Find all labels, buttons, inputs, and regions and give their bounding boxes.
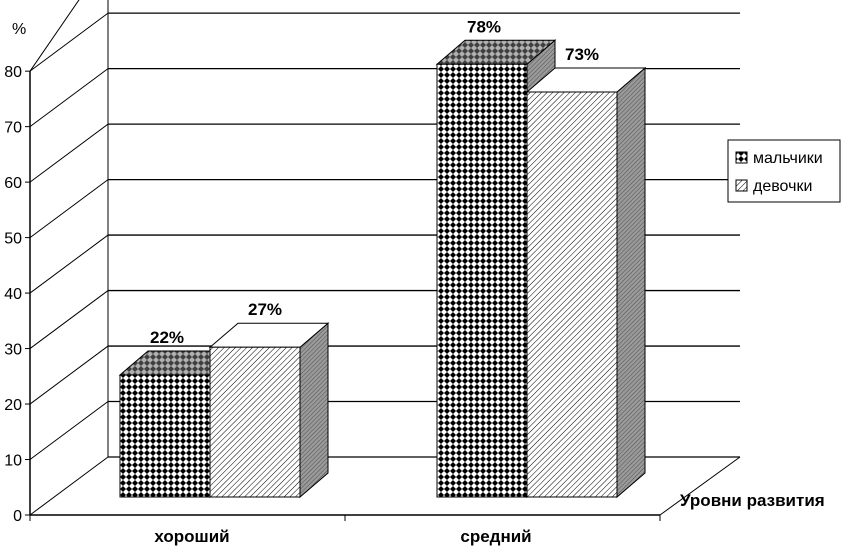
floor-right-edge [659, 456, 741, 516]
data-label-hatch-1: 27% [248, 300, 282, 319]
y-tick-label-0: 0 [13, 508, 22, 525]
data-label-checker-2: 78% [467, 17, 501, 36]
x-axis: хороший средний [29, 514, 661, 546]
bar-front-face [436, 63, 528, 498]
legend-box [727, 139, 841, 203]
bar-hatch-1 [208, 322, 330, 499]
legend-label-girls: девочки [753, 178, 812, 195]
y-tick-label-50: 50 [4, 231, 22, 248]
x-category-label-1: хороший [154, 527, 229, 546]
bar-front-face [526, 91, 618, 498]
legend-swatch-boys [735, 151, 748, 164]
data-labels: 22% 27% 78% 73% [150, 17, 599, 347]
x-category-label-2: средний [460, 527, 531, 546]
x-axis-title: Уровни развития [680, 491, 825, 510]
side-wall-top-edge [29, 0, 80, 72]
bar-hatch-2 [525, 66, 647, 499]
y-tick-label-30: 30 [4, 342, 22, 359]
legend-swatch-girls [735, 179, 748, 192]
gridline-side-60 [29, 123, 109, 183]
y-tick-label-40: 40 [4, 286, 22, 303]
y-tick-label-10: 10 [4, 453, 22, 470]
gridline-side-70 [29, 68, 109, 128]
gridline-side-30 [29, 290, 109, 349]
bar-front-face [209, 346, 301, 498]
y-axis-title: % [12, 21, 26, 38]
gridline-side-0 [29, 456, 109, 516]
y-tick-label-80: 80 [4, 64, 22, 81]
y-tick-label-60: 60 [4, 175, 22, 192]
data-label-checker-1: 22% [150, 328, 184, 347]
gridline-side-20 [29, 345, 109, 405]
gridline-side-40 [29, 234, 109, 294]
gridline-side-80 [29, 12, 109, 72]
bar-side-face [299, 322, 329, 499]
legend: мальчики девочки [727, 139, 841, 203]
data-label-hatch-2: 73% [565, 45, 599, 64]
legend-label-boys: мальчики [753, 150, 823, 167]
y-tick-label-70: 70 [4, 120, 22, 137]
gridline-side-50 [29, 179, 109, 239]
y-tick-label-20: 20 [4, 397, 22, 414]
y-axis-ticks: 0 10 20 30 40 50 60 70 80 [4, 64, 30, 525]
bar-front-face [119, 374, 211, 498]
bars [118, 39, 647, 499]
bar-side-face [616, 66, 646, 499]
gridline-side-10 [29, 401, 109, 460]
